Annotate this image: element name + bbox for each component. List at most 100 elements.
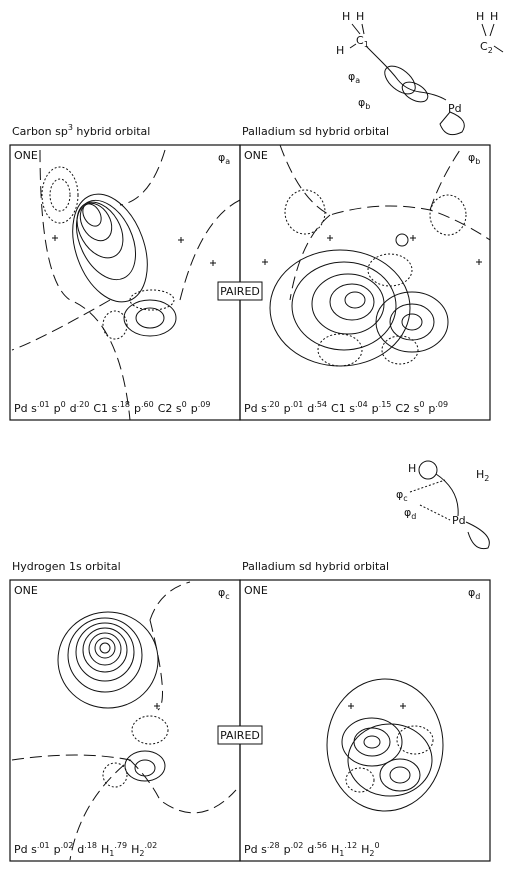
schematic-label: φb — [358, 96, 370, 111]
schematic-label-part: d — [411, 512, 416, 521]
panel-title-part: Palladium sd hybrid orbital — [242, 125, 389, 138]
schematic-label: C1 — [356, 34, 369, 49]
orbital-composition-part: .20 — [267, 400, 280, 409]
orbital-composition-part: C2 s — [395, 402, 419, 415]
page: { "top_schematic": { "labels": [ {"text"… — [0, 0, 507, 871]
panel-label: ONE — [244, 584, 268, 597]
panel-title: Carbon sp3 hybrid orbital — [12, 123, 150, 138]
schematic-label-part: H — [476, 10, 484, 23]
orbital-composition-part: p — [428, 402, 435, 415]
orbital-composition-part: .18 — [117, 400, 130, 409]
orbital-composition-part: 0 — [419, 400, 424, 409]
orbital-composition-part: d — [307, 843, 314, 856]
schematic-label-part: H — [336, 44, 344, 57]
orbital-composition-part: .02 — [145, 841, 158, 850]
schematic-label: Pd — [452, 514, 466, 527]
orbital-composition-part: C1 s — [93, 402, 117, 415]
schematic-label: Pd — [448, 102, 462, 115]
orbital-composition-part: p — [284, 843, 291, 856]
orbital-composition-part: H — [361, 843, 369, 856]
schematic-label: H — [342, 10, 350, 23]
orbital-label-part: φ — [468, 586, 475, 599]
schematic-label-part: φ — [348, 70, 355, 83]
orbital-label-part: c — [225, 592, 229, 601]
orbital-composition-part: .02 — [61, 841, 74, 850]
orbital-composition-part: .02 — [291, 841, 304, 850]
paired-label: PAIRED — [220, 285, 260, 298]
orbital-composition-part: Pd s — [244, 843, 267, 856]
panel-title-part: Carbon sp — [12, 125, 68, 138]
orbital-composition-part: .79 — [114, 841, 127, 850]
schematic-label: H2 — [476, 468, 489, 483]
orbital-label-part: φ — [218, 586, 225, 599]
schematic-label-part: 2 — [488, 46, 493, 55]
orbital-composition-part: d — [70, 402, 77, 415]
orbital-composition-part: p — [54, 402, 61, 415]
orbital-label-part: b — [475, 157, 480, 166]
orbital-composition-part: .15 — [379, 400, 392, 409]
schematic-label-part: φ — [396, 488, 403, 501]
schematic-label: H — [356, 10, 364, 23]
orbital-composition-part: .12 — [344, 841, 357, 850]
orbital-composition-part: 0 — [182, 400, 187, 409]
orbital-composition-part: .09 — [435, 400, 448, 409]
schematic-label-part: φ — [404, 506, 411, 519]
orbital-composition-part: .04 — [355, 400, 368, 409]
orbital-composition-part: Pd s — [14, 402, 37, 415]
orbital-label: φa — [218, 151, 230, 166]
orbital-composition-part: p — [134, 402, 141, 415]
orbital-composition-part: p — [284, 402, 291, 415]
schematic-label-part: φ — [358, 96, 365, 109]
orbital-composition-part: .28 — [267, 841, 280, 850]
orbital-composition-part: .01 — [37, 400, 50, 409]
orbital-composition-part: H — [131, 843, 139, 856]
orbital-composition-part: p — [372, 402, 379, 415]
orbital-label-part: d — [475, 592, 480, 601]
schematic-label: φa — [348, 70, 360, 85]
panel-title: Hydrogen 1s orbital — [12, 560, 121, 573]
panel-frame — [240, 145, 490, 420]
schematic-label-part: b — [365, 102, 370, 111]
panel-title-part: hybrid orbital — [73, 125, 150, 138]
schematic-label-part: H — [342, 10, 350, 23]
orbital-label: φc — [218, 586, 230, 601]
schematic-label-part: c — [403, 494, 407, 503]
orbital-label-part: φ — [468, 151, 475, 164]
panel-label: ONE — [244, 149, 268, 162]
orbital-composition-part: C2 s — [158, 402, 182, 415]
panel-title: Palladium sd hybrid orbital — [242, 560, 389, 573]
panel-frame — [10, 580, 240, 861]
schematic-label: H — [408, 462, 416, 475]
orbital-composition-part: .18 — [84, 841, 97, 850]
panel-title-part: Hydrogen 1s orbital — [12, 560, 121, 573]
schematic-label-part: H — [408, 462, 416, 475]
schematic-label: H — [490, 10, 498, 23]
orbital-composition-part: .01 — [37, 841, 50, 850]
orbital-label-part: a — [225, 157, 230, 166]
orbital-composition-part: d — [307, 402, 314, 415]
schematic-label-part: H — [356, 10, 364, 23]
orbital-composition-part: p — [54, 843, 61, 856]
orbital-composition-part: H — [101, 843, 109, 856]
contour-plot — [12, 582, 236, 860]
schematic-label: φc — [396, 488, 408, 503]
figure: HHC1HHHC2PdφaφbHH2φcφdPdCarbon sp3 hybri… — [0, 0, 507, 871]
orbital-composition-part: .56 — [314, 841, 327, 850]
schematic-label-part: a — [355, 76, 360, 85]
orbital-composition-part: Pd s — [14, 843, 37, 856]
contour-plot — [262, 145, 490, 366]
panel-title-part: Palladium sd hybrid orbital — [242, 560, 389, 573]
orbital-composition-part: 1 — [339, 849, 344, 858]
orbital-composition-part: .09 — [198, 400, 211, 409]
orbital-composition-part: d — [77, 843, 84, 856]
schematic-label: H — [476, 10, 484, 23]
paired-label: PAIRED — [220, 729, 260, 742]
orbital-composition-part: 2 — [369, 849, 374, 858]
schematic-label: C2 — [480, 40, 493, 55]
contour-plot — [12, 150, 240, 420]
orbital-composition-part: 1 — [109, 849, 114, 858]
orbital-composition-part: 2 — [139, 849, 144, 858]
